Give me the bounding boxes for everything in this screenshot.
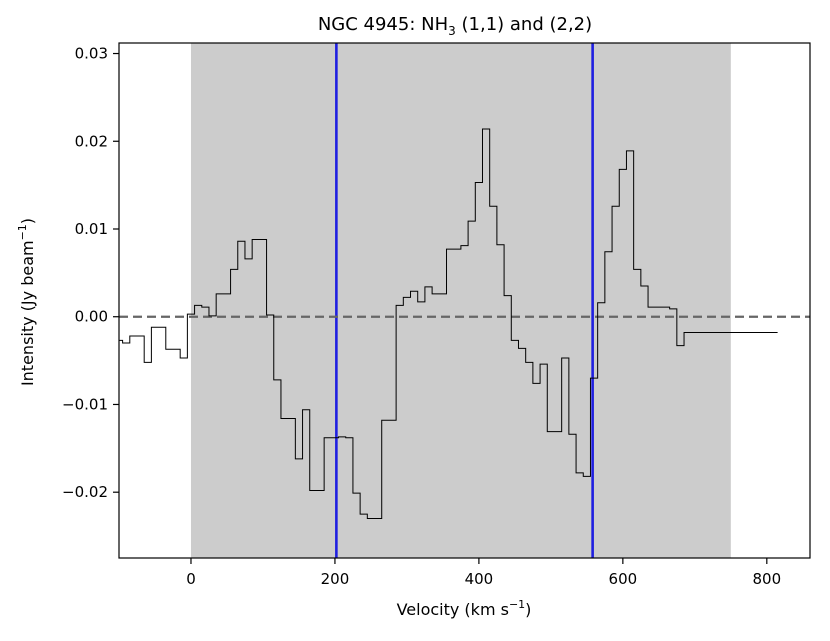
x-axis-label: Velocity (km s−1) bbox=[397, 598, 532, 619]
chart-title-main: NGC 4945: NH bbox=[318, 14, 448, 35]
y-tick-label: 0.02 bbox=[75, 132, 108, 150]
chart-title: NGC 4945: NH3 (1,1) and (2,2) bbox=[318, 14, 592, 38]
y-tick-label: 0.01 bbox=[75, 220, 108, 238]
x-tick-label: 400 bbox=[465, 570, 494, 588]
x-tick-label: 200 bbox=[321, 570, 350, 588]
y-axis-label-main: Intensity (Jy beam bbox=[18, 240, 37, 386]
y-tick-label: 0.03 bbox=[75, 45, 108, 63]
x-tick-label: 800 bbox=[752, 570, 781, 588]
x-axis-label-superscript: −1 bbox=[509, 598, 525, 611]
y-tick-label: 0.00 bbox=[75, 308, 108, 326]
plot-area bbox=[119, 43, 810, 558]
y-tick-label: −0.02 bbox=[62, 483, 108, 501]
x-axis-label-end: ) bbox=[525, 600, 531, 619]
y-axis-label: Intensity (Jy beam−1) bbox=[16, 218, 37, 386]
y-tick-label: −0.01 bbox=[62, 395, 108, 413]
y-axis-label-end: ) bbox=[18, 218, 37, 224]
chart-title-end: (1,1) and (2,2) bbox=[456, 14, 592, 35]
y-axis-label-superscript: −1 bbox=[16, 224, 29, 240]
x-axis-label-main: Velocity (km s bbox=[397, 600, 509, 619]
x-tick-label: 600 bbox=[609, 570, 638, 588]
chart-title-subscript: 3 bbox=[448, 24, 456, 38]
x-tick-label: 0 bbox=[186, 570, 196, 588]
plot-frame bbox=[118, 42, 811, 559]
spectrum-line bbox=[119, 128, 778, 520]
shaded-region bbox=[190, 43, 731, 558]
